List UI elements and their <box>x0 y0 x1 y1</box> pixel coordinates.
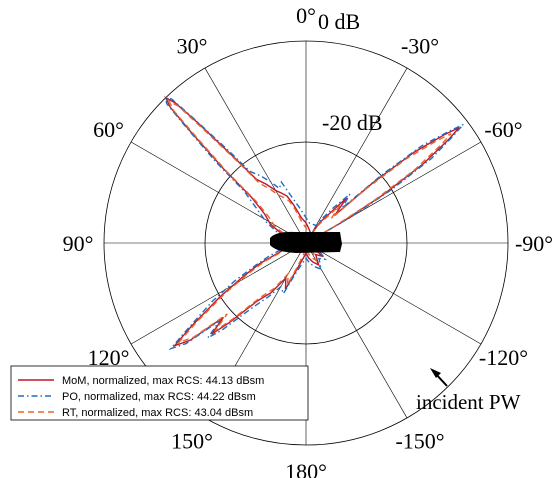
angle-labels: 0°30°60°90°120°150°180°-150°-120°-90°-60… <box>63 3 553 478</box>
angle-label-11: -30° <box>401 34 439 59</box>
radial-labels: 0 dB -20 dB <box>318 9 383 135</box>
series-line-2 <box>167 99 452 345</box>
series-line-1 <box>164 96 464 351</box>
radial-label-inner: -20 dB <box>322 110 383 135</box>
radial-label-outer: 0 dB <box>318 9 360 34</box>
angle-label-3: 90° <box>63 231 94 256</box>
legend: MoM, normalized, max RCS: 44.13 dBsm PO, … <box>10 365 309 421</box>
legend-label-0: MoM, normalized, max RCS: 44.13 dBsm <box>62 375 264 387</box>
legend-box <box>10 365 309 421</box>
incident-arrow-head <box>430 368 441 378</box>
angle-label-7: -150° <box>395 428 444 453</box>
angle-label-9: -90° <box>515 231 553 256</box>
incident-label: incident PW <box>416 390 521 414</box>
series-0 <box>164 96 460 348</box>
angle-label-1: 30° <box>177 34 208 59</box>
angle-label-0: 0° <box>296 3 316 28</box>
series-2 <box>167 99 452 345</box>
legend-label-1: PO, normalized, max RCS: 44.22 dBsm <box>62 391 256 403</box>
target-object-silhouette <box>270 231 342 253</box>
target-object-shape <box>270 231 342 253</box>
legend-label-2: RT, normalized, max RCS: 43.04 dBsm <box>62 407 253 419</box>
angle-label-8: -120° <box>479 345 528 370</box>
angle-label-10: -60° <box>484 117 522 142</box>
angle-label-6: 180° <box>285 459 327 478</box>
incident-annotation: incident PW <box>416 368 521 414</box>
series-group <box>164 96 464 351</box>
angle-label-2: 60° <box>93 117 124 142</box>
angle-label-5: 150° <box>171 428 213 453</box>
series-1 <box>164 96 464 351</box>
series-line-0 <box>164 96 460 348</box>
